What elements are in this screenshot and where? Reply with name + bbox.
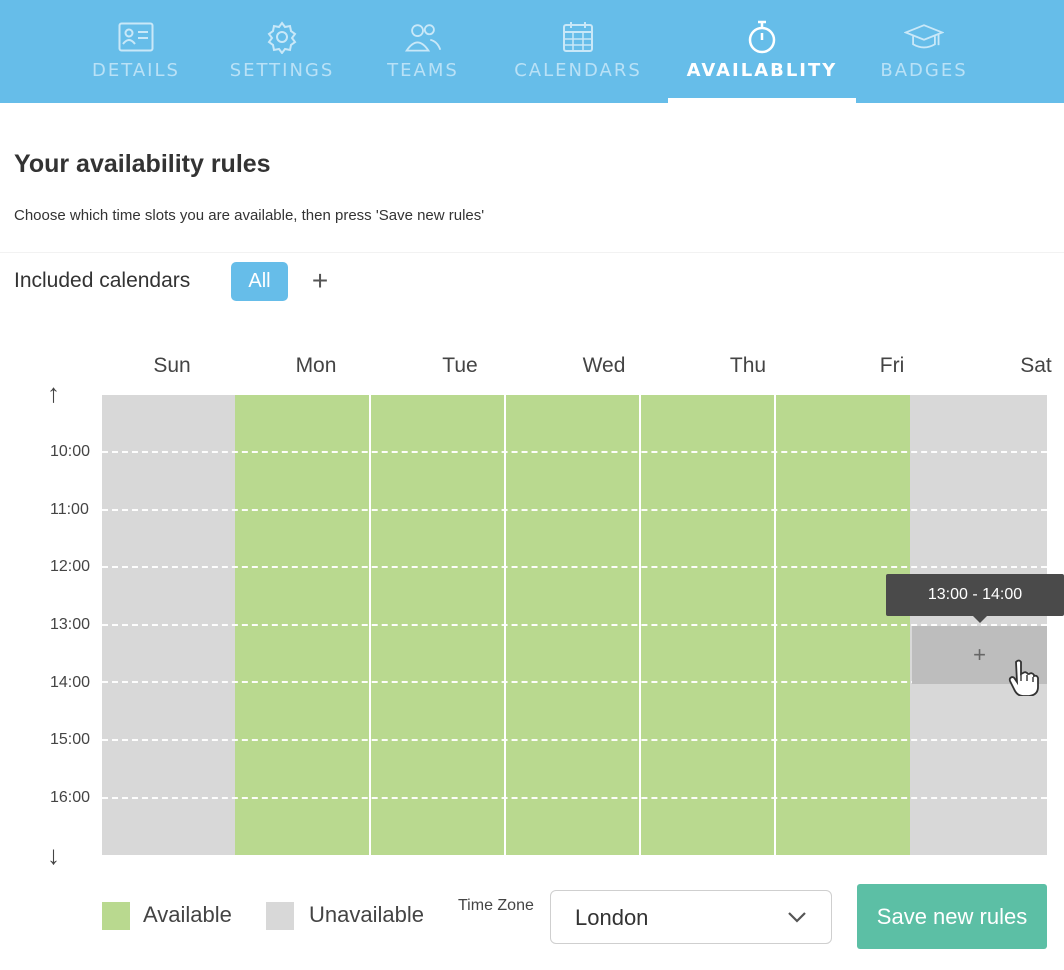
users-icon [403, 18, 443, 56]
stopwatch-icon [742, 18, 782, 56]
page-title: Your availability rules [14, 150, 271, 178]
included-calendars-label: Included calendars [14, 269, 191, 292]
unavailable-legend-swatch [266, 902, 294, 930]
tab-settings[interactable]: SETTINGS [228, 0, 336, 103]
tab-label: TEAMS [387, 60, 459, 81]
time-label: 14:00 [50, 674, 91, 691]
availability-grid[interactable] [102, 395, 1047, 855]
tab-availability[interactable]: AVAILABLITY [668, 0, 856, 103]
tab-calendars[interactable]: CALENDARS [510, 0, 646, 103]
day-header-tue: Tue [442, 354, 478, 377]
available-legend-swatch [102, 902, 130, 930]
time-label: 16:00 [50, 789, 91, 806]
id-card-icon [116, 18, 156, 56]
tab-label: AVAILABLITY [686, 60, 838, 81]
unavailable-legend-label: Unavailable [309, 902, 424, 927]
tooltip-tail [972, 615, 988, 623]
tab-label: CALENDARS [514, 60, 642, 81]
scroll-up-arrow-icon[interactable]: ↑ [47, 378, 60, 408]
time-label: 12:00 [50, 558, 91, 575]
time-label: 13:00 [50, 616, 91, 633]
day-header-mon: Mon [295, 354, 337, 377]
tab-label: BADGES [880, 60, 968, 81]
available-legend-label: Available [143, 902, 232, 927]
tab-teams[interactable]: TEAMS [384, 0, 462, 103]
time-label: 11:00 [50, 501, 89, 518]
time-zone-value: London [575, 905, 649, 930]
hour-gridline [102, 508, 1047, 511]
top-nav: DETAILS SETTINGS TEAMS CALENDARS AVAILAB… [0, 0, 1064, 103]
hand-pointer-cursor-icon [1006, 658, 1040, 697]
hour-gridline [102, 451, 1047, 453]
scroll-down-arrow-icon[interactable]: ↓ [47, 840, 60, 870]
tab-label: SETTINGS [229, 60, 335, 81]
calendar-chip-all[interactable]: All [231, 262, 288, 301]
day-header-fri: Fri [879, 354, 905, 377]
hour-gridline [102, 681, 1047, 684]
hour-gridline [102, 566, 1047, 569]
gear-icon [262, 18, 302, 56]
day-header-sun: Sun [153, 354, 191, 377]
time-slot-tooltip: 13:00 - 14:00 [886, 574, 1064, 616]
hour-gridline [102, 623, 1047, 626]
time-label: 15:00 [50, 731, 91, 748]
save-new-rules-button[interactable]: Save new rules [857, 884, 1047, 949]
tab-label: DETAILS [92, 60, 180, 81]
add-calendar-button[interactable]: + [311, 265, 329, 296]
day-header-sat: Sat [1020, 354, 1052, 377]
chevron-down-icon [785, 905, 809, 929]
time-label: 10:00 [50, 443, 91, 460]
day-header-wed: Wed [582, 354, 626, 377]
active-tab-indicator [668, 98, 856, 103]
hour-gridline [102, 796, 1047, 799]
day-header-thu: Thu [729, 354, 767, 377]
graduation-cap-icon [904, 18, 944, 56]
page-subtitle: Choose which time slots you are availabl… [14, 207, 485, 224]
hour-gridline [102, 739, 1047, 741]
tab-badges[interactable]: BADGES [878, 0, 970, 103]
tab-details[interactable]: DETAILS [90, 0, 182, 103]
calendar-icon [558, 18, 598, 56]
time-zone-select[interactable]: London [550, 890, 832, 944]
included-calendars-row: Included calendars All + [0, 252, 1064, 310]
time-zone-label: Time Zone [458, 897, 534, 914]
